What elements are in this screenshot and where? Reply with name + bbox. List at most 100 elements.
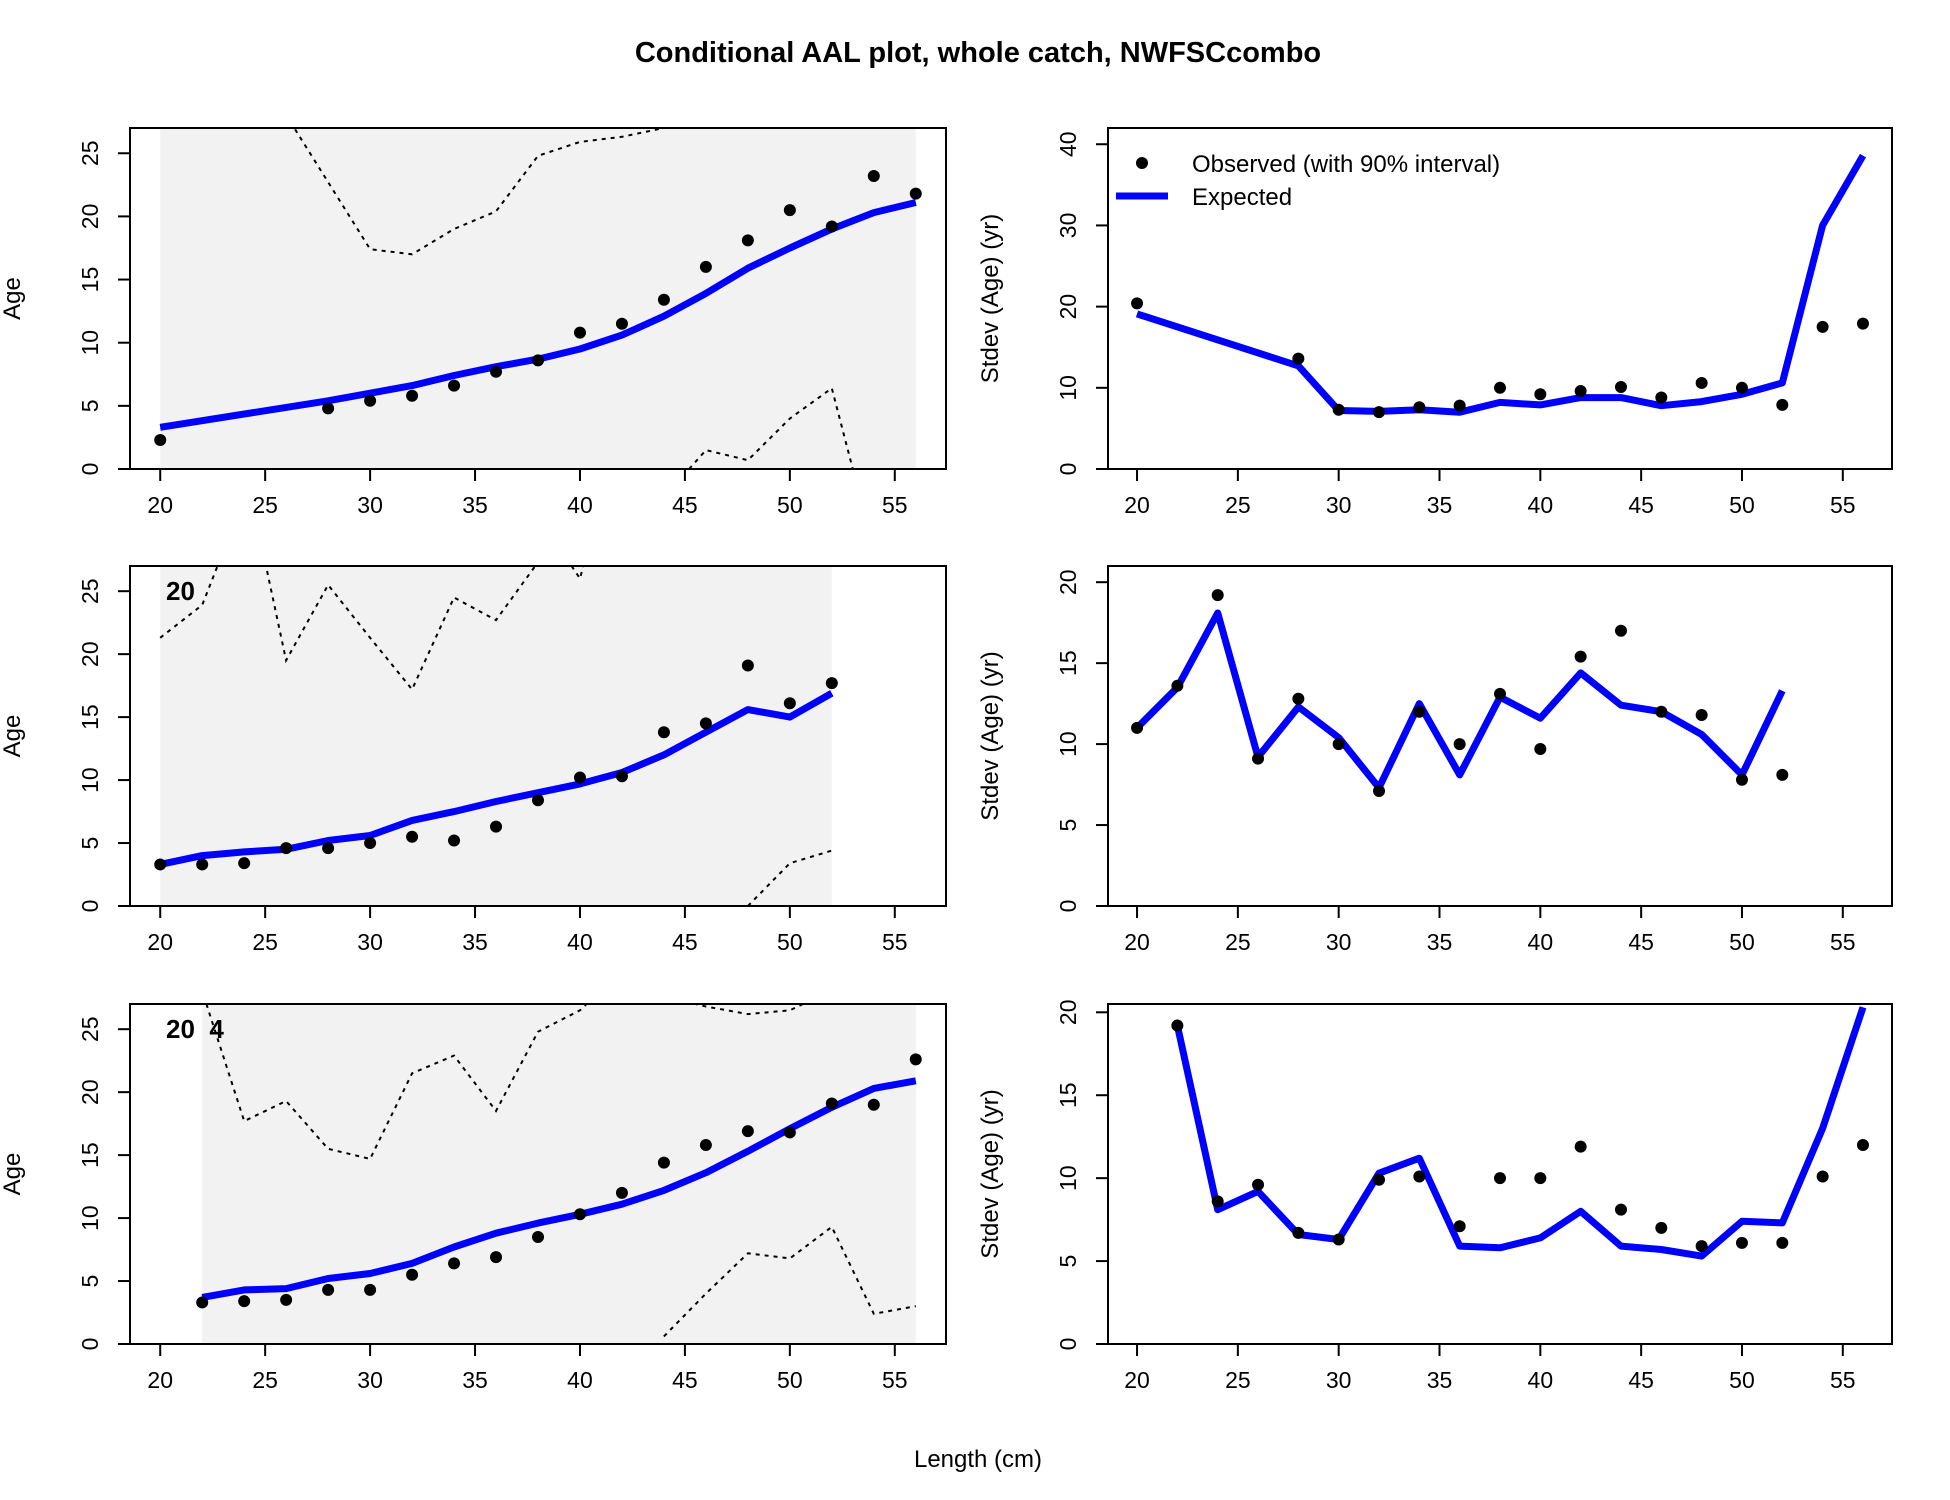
observed-point bbox=[1776, 768, 1789, 781]
observed-point bbox=[364, 1283, 377, 1296]
legend-observed-label: Observed (with 90% interval) bbox=[1192, 151, 1500, 178]
observed-point bbox=[322, 402, 335, 415]
x-tick-label: 25 bbox=[1225, 492, 1251, 518]
x-tick-label: 40 bbox=[1528, 929, 1554, 955]
observed-point bbox=[741, 234, 754, 247]
expected-line bbox=[201, 1077, 917, 1301]
legend-expected-label: Expected bbox=[1192, 184, 1292, 211]
observed-point bbox=[783, 204, 796, 217]
observed-point bbox=[1574, 1140, 1587, 1153]
x-tick-label: 45 bbox=[672, 1367, 698, 1393]
observed-point bbox=[1856, 317, 1869, 330]
y-tick-label: 20 bbox=[77, 204, 103, 230]
x-tick-label: 55 bbox=[1830, 929, 1856, 955]
observed-point bbox=[1413, 401, 1426, 414]
observed-point bbox=[1574, 650, 1587, 663]
observed-point bbox=[1534, 742, 1547, 755]
observed-point bbox=[280, 842, 293, 855]
lower-interval-line bbox=[688, 386, 854, 469]
observed-point bbox=[1292, 1226, 1305, 1239]
x-tick-label: 40 bbox=[1528, 492, 1554, 518]
observed-point bbox=[1574, 385, 1587, 398]
x-tick-label: 45 bbox=[1628, 1367, 1654, 1393]
observed-point bbox=[1655, 705, 1668, 718]
observed-point bbox=[741, 1125, 754, 1138]
y-tick-label: 5 bbox=[77, 837, 103, 850]
observed-point bbox=[490, 820, 503, 833]
observed-point bbox=[1494, 687, 1506, 700]
observed-point bbox=[1252, 1178, 1265, 1191]
x-tick-label: 25 bbox=[1225, 1367, 1251, 1393]
observed-point bbox=[1453, 1220, 1466, 1233]
observed-point bbox=[448, 834, 461, 847]
plot-frame bbox=[129, 1003, 947, 1345]
observed-point bbox=[1534, 1172, 1547, 1185]
observed-point bbox=[1373, 406, 1386, 419]
x-tick-label: 35 bbox=[1427, 929, 1453, 955]
observed-point bbox=[238, 857, 251, 870]
observed-point bbox=[364, 837, 377, 850]
observed-point bbox=[657, 293, 670, 306]
x-tick-label: 55 bbox=[882, 1367, 908, 1393]
x-tick-label: 25 bbox=[252, 1367, 278, 1393]
observed-point bbox=[1413, 1170, 1426, 1183]
observed-point bbox=[532, 1230, 544, 1243]
observed-point bbox=[1131, 721, 1144, 734]
observed-point bbox=[1292, 352, 1305, 365]
observed-point bbox=[1735, 381, 1748, 394]
y-tick-label: 20 bbox=[1055, 294, 1081, 320]
observed-point bbox=[741, 659, 754, 672]
x-tick-label: 50 bbox=[1729, 929, 1755, 955]
observed-point bbox=[1816, 1170, 1829, 1183]
y-tick-label: 25 bbox=[77, 140, 103, 166]
observed-point bbox=[1655, 1221, 1668, 1234]
y-tick-label: 10 bbox=[1055, 375, 1081, 401]
observed-point bbox=[1332, 1233, 1345, 1246]
x-tick-label: 30 bbox=[357, 929, 383, 955]
y-axis-label: Age bbox=[0, 1153, 26, 1196]
y-tick-label: 20 bbox=[1055, 999, 1081, 1025]
x-tick-label: 30 bbox=[1326, 1367, 1352, 1393]
x-tick-label: 35 bbox=[462, 1367, 488, 1393]
observed-point bbox=[573, 326, 586, 339]
observed-point bbox=[406, 830, 419, 843]
observed-point bbox=[490, 365, 503, 378]
x-tick-label: 55 bbox=[882, 929, 908, 955]
observed-point bbox=[699, 717, 712, 730]
observed-point bbox=[1171, 679, 1184, 692]
y-tick-label: 10 bbox=[77, 1205, 103, 1231]
observed-point bbox=[1614, 624, 1627, 637]
y-tick-label: 40 bbox=[1055, 131, 1081, 157]
chart-title: Conditional AAL plot, whole catch, NWFSC… bbox=[635, 37, 1321, 69]
upper-interval-line bbox=[264, 566, 537, 692]
shaded-region bbox=[160, 566, 832, 906]
panel-age-3: 20 25 30 35 40 45 50 55 0 5 10 15 20 25 Age 20 4 bbox=[0, 1003, 947, 1393]
observed-point bbox=[1171, 1019, 1184, 1032]
observed-point bbox=[573, 1208, 586, 1221]
x-tick-label: 35 bbox=[1427, 492, 1453, 518]
y-axis-label: Stdev (Age) (yr) bbox=[977, 1089, 1004, 1258]
observed-point bbox=[406, 389, 419, 402]
observed-point bbox=[196, 1296, 209, 1309]
observed-point bbox=[1816, 320, 1829, 333]
x-tick-label: 20 bbox=[1124, 929, 1150, 955]
y-tick-label: 15 bbox=[1055, 1082, 1081, 1108]
observed-point bbox=[1413, 705, 1426, 718]
x-tick-label: 25 bbox=[252, 492, 278, 518]
observed-point bbox=[1332, 403, 1345, 416]
y-tick-label: 0 bbox=[77, 900, 103, 913]
x-tick-label: 50 bbox=[1729, 492, 1755, 518]
observed-point bbox=[280, 1293, 293, 1306]
y-axis-label: Stdev (Age) (yr) bbox=[977, 214, 1004, 383]
y-tick-label: 0 bbox=[77, 463, 103, 476]
x-tick-label: 35 bbox=[462, 929, 488, 955]
x-tick-label: 40 bbox=[1528, 1367, 1554, 1393]
x-tick-label: 55 bbox=[1830, 492, 1856, 518]
observed-point bbox=[322, 842, 335, 855]
y-tick-label: 5 bbox=[77, 399, 103, 412]
expected-line bbox=[159, 199, 917, 431]
observed-point bbox=[364, 394, 377, 407]
lower-interval-line bbox=[663, 1225, 916, 1338]
x-tick-label: 20 bbox=[1124, 492, 1150, 518]
observed-point bbox=[909, 1053, 922, 1066]
